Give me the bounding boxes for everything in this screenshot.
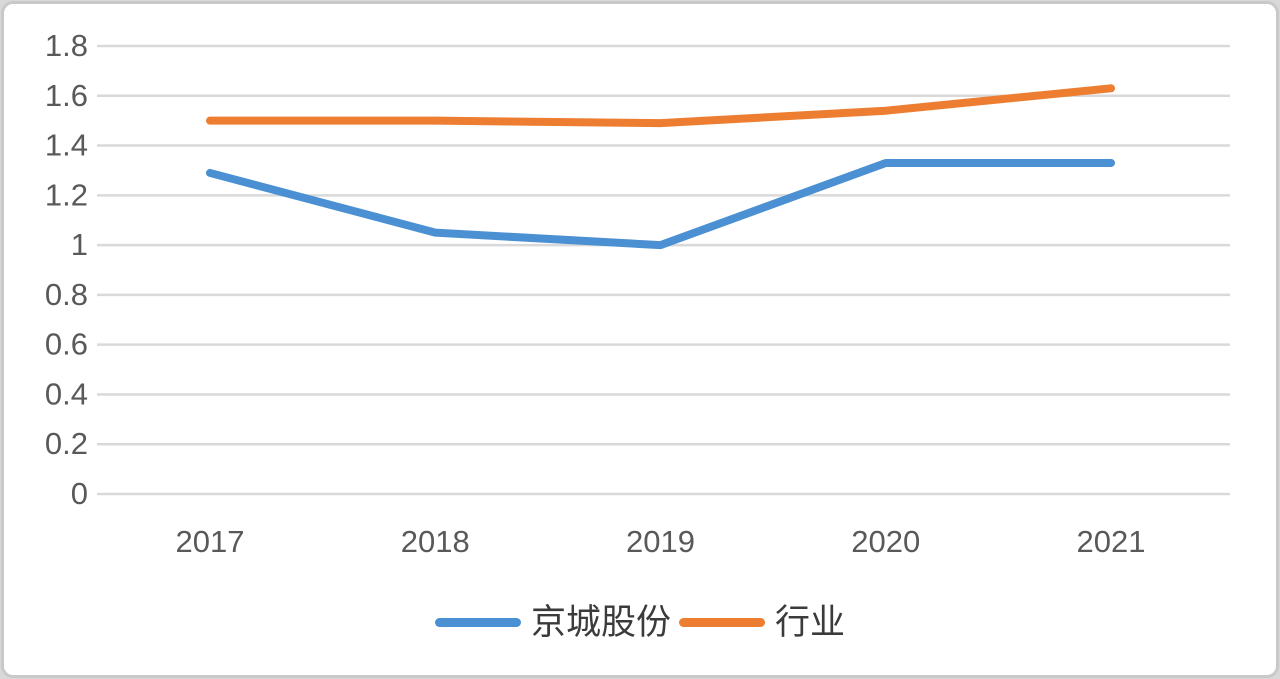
legend-label-0: 京城股份 [530,602,671,642]
x-axis-tick-label-2020: 2020 [851,524,920,559]
y-axis-tick-label-0.8: 0.8 [45,277,88,312]
y-axis-tick-label-1.4: 1.4 [45,128,88,163]
x-axis-tick-label-2019: 2019 [626,524,695,559]
chart-legend: 京城股份 行业 [4,600,1276,644]
y-axis-tick-label-1: 1 [71,227,88,262]
y-axis-tick-label-1.6: 1.6 [45,78,88,113]
legend-label-1: 行业 [775,602,846,642]
y-axis-tick-label-0: 0 [71,476,88,511]
x-axis-tick-label-2021: 2021 [1077,524,1146,559]
line-chart: 1.8 1.6 1.4 1.2 1 0.8 0.6 0.4 0.2 0 2017 2018 2019 20… [45,28,1230,559]
x-axis-tick-label-2018: 2018 [401,524,470,559]
y-axis-tick-label-1.2: 1.2 [45,177,88,212]
y-axis-tick-label-0.2: 0.2 [45,426,88,461]
y-axis-tick-label-0.4: 0.4 [45,376,88,411]
y-axis-tick-label-0.6: 0.6 [45,327,88,362]
series-line-1 [206,84,1115,128]
x-axis-tick-label-2017: 2017 [176,524,245,559]
series-line-0 [206,158,1115,250]
y-axis-tick-label-1.8: 1.8 [45,28,88,63]
legend-line-swatch-0 [434,617,521,627]
legend-item-1: 行业 [679,605,845,640]
legend-item-0: 京城股份 [434,602,671,642]
legend-line-swatch-1 [679,617,765,627]
